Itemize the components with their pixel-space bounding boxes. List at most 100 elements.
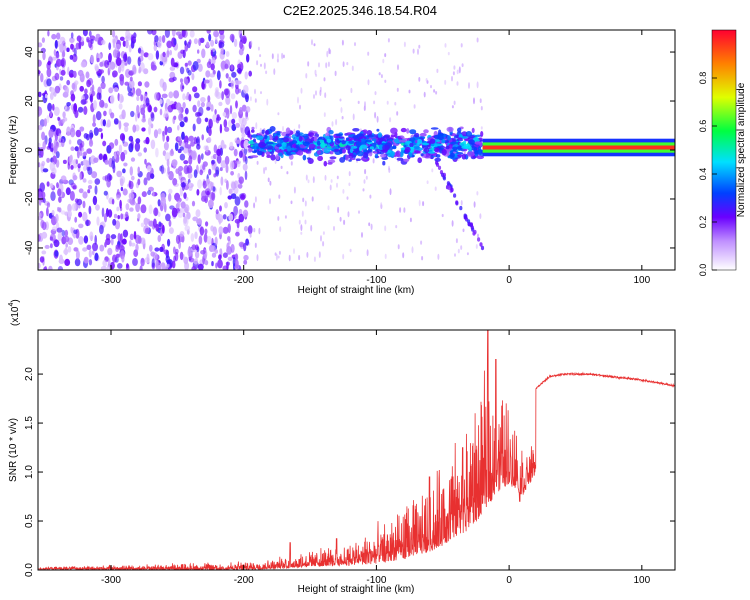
spectrogram-noise-cell xyxy=(154,92,159,101)
spectrogram-noise-cell xyxy=(152,190,155,197)
spectrogram-noise-cell xyxy=(243,254,249,261)
spectrogram-noise-cell xyxy=(214,249,218,254)
spectrogram-band-cell xyxy=(401,142,405,146)
spectrogram-noise-cell xyxy=(214,236,218,246)
spectrogram-faint-cell xyxy=(339,98,342,102)
spectrogram-noise-cell xyxy=(172,76,177,82)
spectrogram-band-cell xyxy=(276,131,281,136)
spectrogram-faint-cell xyxy=(373,100,376,105)
spectrogram-noise-cell xyxy=(160,164,165,175)
spectrogram-noise-cell xyxy=(83,235,89,244)
spectrogram-noise-cell xyxy=(93,100,97,110)
spectrogram-noise-cell xyxy=(217,214,224,224)
spectrogram-faint-cell xyxy=(435,91,438,95)
spectrogram-noise-cell xyxy=(166,158,170,167)
spectrogram-noise-cell xyxy=(124,81,130,86)
spectrogram-noise-cell xyxy=(83,151,88,156)
spectrogram-noise-cell xyxy=(140,94,144,102)
spectrogram-noise-cell xyxy=(89,231,94,241)
spectrogram-faint-cell xyxy=(254,98,257,103)
spectrogram-noise-cell xyxy=(38,146,41,156)
spectrogram-band-cell xyxy=(270,154,276,161)
spectrogram-tail-cell xyxy=(435,160,439,165)
spectrogram-faint-cell xyxy=(395,225,398,229)
spectrogram-band-cell xyxy=(326,138,332,143)
spectrogram-noise-cell xyxy=(94,178,101,185)
spectrogram-faint-cell xyxy=(349,248,352,253)
x-tick-label: 0 xyxy=(506,275,512,286)
spectrogram-faint-cell xyxy=(454,253,456,257)
spectrogram-faint-cell xyxy=(447,51,450,56)
spectrogram-faint-cell xyxy=(364,101,366,108)
spectrogram-noise-cell xyxy=(155,262,162,270)
spectrogram-noise-cell xyxy=(177,210,184,218)
spectrogram-faint-cell xyxy=(347,211,350,218)
spectrogram-noise-cell xyxy=(99,244,105,252)
spectrogram-band-cell xyxy=(295,131,301,137)
spectrogram-faint-cell xyxy=(312,176,315,184)
spectrogram-noise-cell xyxy=(104,241,107,248)
spectrogram-noise-cell xyxy=(213,30,219,38)
spectrogram-faint-cell xyxy=(358,210,360,214)
spectrogram-noise-cell xyxy=(55,52,60,59)
spectrogram-band-cell xyxy=(362,152,369,158)
spectrogram-faint-cell xyxy=(300,87,303,94)
spectrogram-faint-cell xyxy=(263,167,266,175)
spectrogram-faint-cell xyxy=(426,180,429,184)
spectrogram-noise-cell xyxy=(125,211,129,218)
spectrogram-noise-cell xyxy=(222,112,226,117)
spectrogram-noise-cell xyxy=(215,166,220,175)
spectrogram-noise-cell xyxy=(104,159,109,165)
spectrogram-band-cell xyxy=(436,154,441,158)
spectrogram-noise-cell xyxy=(118,93,124,104)
spectrogram-noise-cell xyxy=(137,56,141,67)
spectrogram-band-cell xyxy=(460,143,465,147)
spectrogram-band-cell xyxy=(253,138,256,143)
spectrogram-faint-cell xyxy=(437,253,440,260)
spectrogram-band-cell xyxy=(399,139,407,143)
spectrogram-noise-cell xyxy=(177,200,181,206)
spectrogram-faint-cell xyxy=(346,196,349,200)
spectrogram-faint-cell xyxy=(340,107,343,113)
spectrogram-tail-cell xyxy=(442,176,446,181)
spectrogram-band-cell xyxy=(369,146,374,150)
spectrogram-faint-cell xyxy=(259,54,262,58)
spectrogram-noise-cell xyxy=(150,173,155,180)
spectrogram-noise-cell xyxy=(235,122,241,128)
spectrogram-noise-cell xyxy=(66,47,70,53)
spectrogram-noise-cell xyxy=(64,86,69,96)
spectrogram-faint-cell xyxy=(300,231,303,235)
spectrogram-noise-cell xyxy=(162,81,167,92)
spectrogram-noise-cell xyxy=(87,179,93,185)
spectrogram-band-cell xyxy=(417,157,423,164)
spectrogram-faint-cell xyxy=(421,256,424,261)
spectrogram-noise-cell xyxy=(82,30,88,37)
spectrogram-band-cell xyxy=(323,160,328,167)
spectrogram-noise-cell xyxy=(211,252,217,258)
colorbar-label: Normalized spectral amplitude xyxy=(736,82,747,217)
spectrogram-noise-cell xyxy=(137,166,140,174)
spectrogram-band-cell xyxy=(359,136,367,140)
spectrogram-faint-cell xyxy=(441,213,444,218)
spectrogram-band-cell xyxy=(429,138,436,144)
spectrogram-faint-cell xyxy=(476,37,479,43)
spectrogram-noise-cell xyxy=(219,248,223,254)
spectrogram-noise-cell xyxy=(192,123,196,132)
spectrogram-band-cell xyxy=(457,127,462,133)
spectrogram-faint-cell xyxy=(422,201,425,207)
spectrogram-band-cell xyxy=(302,154,307,161)
spectrogram-band-cell xyxy=(371,138,377,142)
spectrogram-noise-cell xyxy=(60,69,66,76)
figure-title: C2E2.2025.346.18.54.R04 xyxy=(283,3,437,18)
spectrogram-noise-cell xyxy=(60,175,67,182)
spectrogram-faint-cell xyxy=(259,127,262,133)
spectrogram-noise-cell xyxy=(246,53,250,63)
spectrogram-noise-cell xyxy=(119,199,122,209)
spectrogram-noise-cell xyxy=(173,246,176,255)
spectrogram-noise-cell xyxy=(105,123,111,128)
spectrogram-noise-cell xyxy=(178,165,184,172)
spectrogram-faint-cell xyxy=(337,206,340,214)
spectrogram-noise-cell xyxy=(132,258,138,266)
spectrogram-noise-cell xyxy=(135,202,141,213)
